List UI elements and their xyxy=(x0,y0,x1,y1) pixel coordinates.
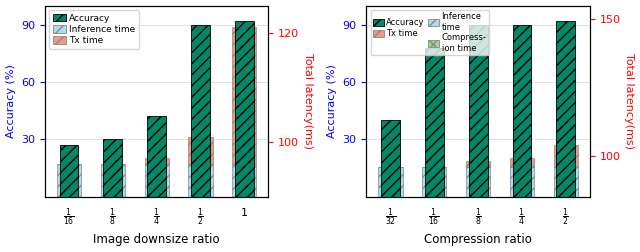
Bar xyxy=(232,27,257,164)
Bar xyxy=(232,164,257,197)
Y-axis label: Accuracy (%): Accuracy (%) xyxy=(327,64,337,138)
Bar xyxy=(425,48,444,197)
Bar xyxy=(145,164,169,197)
Legend: Accuracy, Inference time, Tx time: Accuracy, Inference time, Tx time xyxy=(49,10,139,49)
Y-axis label: Total latency(ms): Total latency(ms) xyxy=(303,53,313,149)
Bar xyxy=(510,167,534,197)
Bar xyxy=(554,145,578,167)
Bar xyxy=(468,25,488,197)
Bar xyxy=(466,161,490,167)
Bar xyxy=(188,164,212,197)
Bar xyxy=(57,164,81,197)
Bar xyxy=(147,116,166,197)
Bar xyxy=(466,167,490,197)
X-axis label: Image downsize ratio: Image downsize ratio xyxy=(93,233,220,246)
Y-axis label: Accuracy (%): Accuracy (%) xyxy=(6,64,15,138)
Legend: Accuracy, Tx time, Inference
time, Compress-
ion time: Accuracy, Tx time, Inference time, Compr… xyxy=(371,10,489,55)
Bar xyxy=(422,167,446,197)
Bar xyxy=(556,21,575,197)
Bar xyxy=(60,145,79,197)
Bar xyxy=(104,139,122,197)
Bar xyxy=(422,197,446,221)
Bar xyxy=(378,197,403,243)
Bar xyxy=(101,164,125,197)
Bar xyxy=(513,25,531,197)
Bar xyxy=(554,167,578,197)
Bar xyxy=(235,21,253,197)
Bar xyxy=(191,25,210,197)
Bar xyxy=(466,197,490,210)
Bar xyxy=(381,120,400,197)
Bar xyxy=(145,159,169,164)
Bar xyxy=(510,159,534,167)
Bar xyxy=(378,167,403,197)
Bar xyxy=(554,188,578,197)
Y-axis label: Total latency(ms): Total latency(ms) xyxy=(625,53,634,149)
Bar xyxy=(188,137,212,164)
X-axis label: Compression ratio: Compression ratio xyxy=(424,233,532,246)
